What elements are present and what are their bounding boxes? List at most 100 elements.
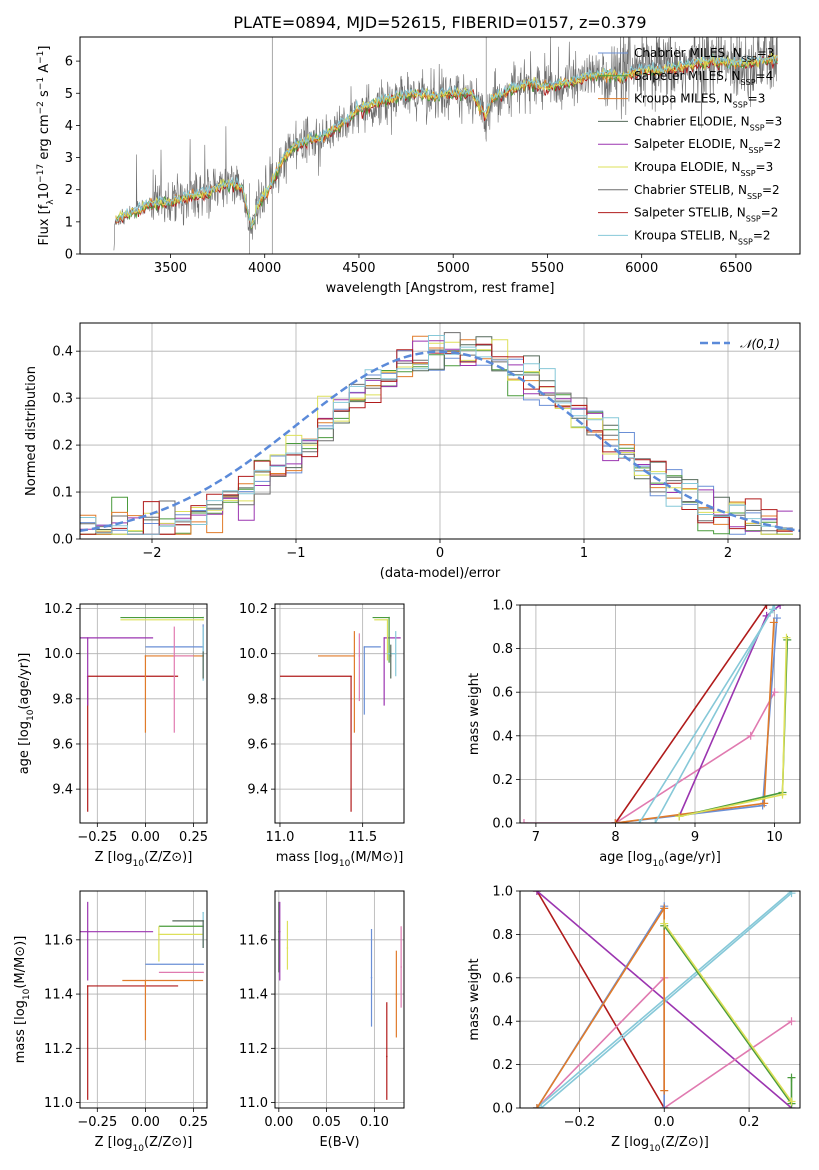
mass-weight-metallicity-marker [787,891,796,898]
mass-weight-age-marker [772,614,781,623]
mass-weight-metallicity-ytick-label: 1.0 [492,885,513,900]
spectrum-legend-sub: SSP [747,191,762,200]
spectrum-plot [113,37,778,254]
spectrum-xtick-label: 5500 [531,261,564,276]
residuals-xtick-label: 2 [724,546,732,561]
mass-weight-age-line [614,605,768,823]
mass-metallicity-point [202,920,204,922]
mass-weight-age-xtick-label: 8 [611,830,619,845]
spectrum-ytick-label: 5 [65,87,73,102]
mass-weight-age-plot [520,605,792,823]
spectrum-xtick-label: 5000 [437,261,470,276]
age-mass-xlabel-sub: 10 [339,859,351,869]
age-metallicity-point [144,655,147,657]
age-mass-point [383,637,385,639]
mass-metallicity-ylabel-sub: 10 [22,988,32,1000]
age-mass-xtick-label: 11.0 [265,830,294,845]
age-metallicity-point [202,655,204,657]
mass-weight-metallicity-ylabel: mass weight [467,958,482,1040]
mass-weight-metallicity-ytick-label: 0.2 [492,1058,513,1073]
spectrum-legend-tail: =3 [748,92,766,106]
mass-weight-age-marker [651,819,660,823]
mass-metallicity-point [202,963,204,966]
mass-weight-metallicity-marker [660,1104,669,1108]
mass-weight-age-marker [758,801,767,810]
mass-weight-metallicity-xtick-label: −0.2 [564,1115,596,1130]
residual-histogram [80,336,793,539]
age-metallicity-point [86,637,89,639]
mass-weight-age-xtick-label: 7 [532,830,540,845]
mass-weight-metallicity-marker [787,1017,796,1026]
age-metallicity-point [173,655,176,657]
spectrum-legend-sub: SSP [733,100,748,109]
mass-weight-metallicity-xlabel-main: Z [log [611,1135,649,1150]
mass-metallicity-xlabel-tail: (Z/Z⊙)] [144,1135,192,1150]
mass-metallicity-ylabel-tail: (M/M⊙)] [13,936,28,989]
mass-weight-age-xtick-label: 10 [766,830,783,845]
mass-metallicity-xlabel: Z [log10(Z/Z⊙)] [95,1135,193,1154]
residual-histogram [80,343,793,539]
mass-metallicity-point [202,911,204,914]
spectrum-legend-main: Kroupa ELODIE, N [634,160,741,174]
mass-weight-metallicity-ytick-label: 0.4 [492,1015,513,1030]
residuals-ytick-label: 0.1 [52,486,73,501]
age-metallicity-ytick-label: 9.8 [52,692,73,707]
mass-weight-age-xlabel: age [log10(age/yr)] [599,850,721,869]
residuals-xtick-label: 1 [580,546,588,561]
mass-weight-age-marker [760,799,769,808]
spectrum-legend-sub: SSP [748,146,763,155]
age-metallicity-point [202,619,204,621]
age-mass-xlabel-tail: (M/M⊙)] [350,850,403,865]
mass-extinction-xlabel: E(B-V) [319,1135,359,1150]
spectrum-ytick-label: 4 [65,119,73,134]
mass-extinction-point [278,930,281,933]
age-mass-ytick-label: 9.6 [247,737,268,752]
age-mass-frame [274,603,405,824]
age-mass-xlabel-main: mass [log [276,850,339,865]
spectrum-legend-sub: SSP [741,77,756,86]
spectrum-legend-tail: =2 [761,206,779,220]
spectrum-legend-tail: =4 [756,69,774,83]
mass-weight-age-marker [769,618,778,627]
mass-metallicity-ytick-label: 11.6 [44,933,73,948]
residuals-plot [80,332,800,539]
spectrum-legend-main: Salpeter STELIB, N [634,206,746,220]
mass-weight-metallicity-ytick-label: 0.6 [492,971,513,986]
mass-weight-age-xlabel-tail: (age/yr)] [664,850,721,865]
mass-weight-metallicity-line [536,891,665,1108]
age-metallicity-ylabel-tail: (age/yr)] [17,653,32,710]
mass-extinction-plot [278,901,402,1100]
mass-metallicity-point [144,979,147,982]
age-mass-point [386,619,389,621]
mass-weight-metallicity-ytick-label: 0.8 [492,928,513,943]
mass-weight-metallicity-line [540,892,793,1108]
age-mass-point [350,675,352,678]
mass-weight-age-marker [783,635,792,644]
residuals-xtick-label: −1 [286,546,305,561]
spectrum-legend-tail: =3 [756,160,774,174]
spectrum-model-line [115,52,778,228]
spectrum-ylabel-part: −17 [36,164,46,183]
mass-weight-age-marker [675,812,684,821]
age-mass-point [394,652,397,655]
spectrum-legend-sub: SSP [746,214,761,223]
age-metallicity-xtick-label: 0.25 [179,830,208,845]
mass-metallicity-xlabel-sub: 10 [133,1144,145,1154]
mass-weight-age-ytick-label: 0.4 [492,729,513,744]
age-metallicity-plot [80,616,204,812]
spectrum-legend-main: Salpeter ELODIE, N [634,137,748,151]
mass-weight-metallicity-marker [532,891,541,895]
mass-weight-age-xlabel-main: age [log [599,850,652,865]
spectrum-ylabel-part: 10 [37,183,52,200]
age-mass-point [363,646,366,648]
mass-weight-metallicity-marker [532,1104,541,1108]
residuals-xlabel: (data-model)/error [380,566,501,581]
mass-metallicity-ytick-label: 11.0 [44,1096,73,1111]
spectrum-legend-main: Chabrier MILES, N [634,46,742,60]
mass-weight-age-line [524,691,776,823]
mass-weight-metallicity-xtick-label: 0.0 [654,1115,675,1130]
residuals-xtick-label: 0 [436,546,444,561]
